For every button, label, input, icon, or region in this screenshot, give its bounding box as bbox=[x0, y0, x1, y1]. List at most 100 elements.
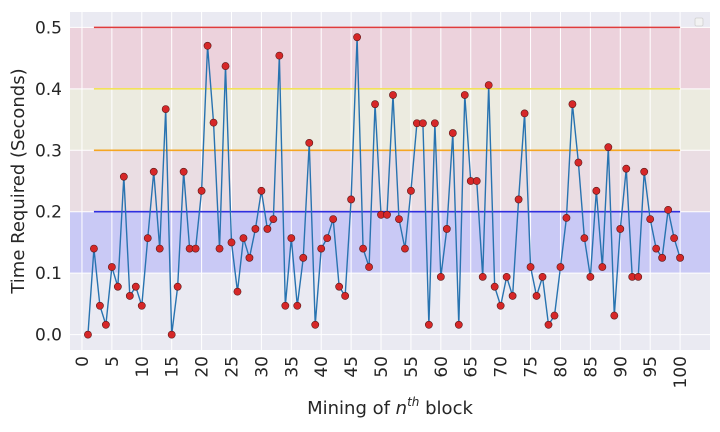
data-point bbox=[143, 234, 152, 243]
data-point bbox=[472, 177, 481, 185]
x-axis-label-suffix: block bbox=[419, 398, 473, 419]
data-point bbox=[227, 238, 236, 247]
data-point bbox=[664, 205, 673, 214]
x-tick-label-0: 0 bbox=[73, 356, 93, 367]
data-point bbox=[395, 215, 403, 224]
y-tick-label-1: 0.1 bbox=[35, 264, 62, 284]
data-point bbox=[335, 282, 344, 291]
data-point bbox=[454, 320, 463, 329]
data-point bbox=[604, 143, 613, 152]
data-point bbox=[580, 234, 589, 243]
data-point bbox=[442, 225, 451, 233]
data-point bbox=[233, 287, 242, 296]
data-point bbox=[490, 282, 499, 291]
data-point bbox=[131, 282, 140, 291]
data-point bbox=[430, 119, 439, 128]
data-point bbox=[341, 292, 350, 300]
x-tick-label-15: 75 bbox=[522, 356, 542, 378]
data-point bbox=[317, 244, 326, 253]
data-point bbox=[347, 195, 356, 204]
data-point bbox=[496, 301, 505, 310]
data-point bbox=[251, 225, 260, 233]
x-axis-label: Mining of nth block bbox=[307, 395, 473, 419]
data-point bbox=[167, 330, 176, 339]
data-point bbox=[460, 91, 469, 99]
data-point bbox=[616, 225, 625, 233]
data-point bbox=[634, 272, 643, 281]
data-point bbox=[329, 215, 338, 224]
data-point bbox=[149, 167, 158, 176]
data-point bbox=[520, 109, 529, 118]
data-point bbox=[239, 234, 248, 243]
data-point bbox=[161, 105, 170, 113]
data-point bbox=[191, 244, 200, 253]
legend-box bbox=[694, 17, 704, 27]
band-3 bbox=[70, 88, 710, 151]
data-point bbox=[287, 234, 296, 243]
data-point bbox=[305, 138, 314, 147]
data-point bbox=[562, 213, 571, 222]
data-point bbox=[275, 51, 284, 60]
data-point bbox=[311, 320, 320, 329]
data-point bbox=[113, 282, 122, 291]
data-point bbox=[257, 186, 266, 195]
data-point bbox=[418, 119, 427, 128]
data-point bbox=[544, 320, 553, 329]
data-point bbox=[245, 253, 254, 262]
x-tick-label-5: 25 bbox=[222, 356, 242, 378]
x-tick-label-20: 100 bbox=[671, 356, 691, 388]
x-tick-label-6: 30 bbox=[252, 356, 272, 378]
y-tick-label-5: 0.5 bbox=[35, 18, 62, 38]
data-point bbox=[107, 263, 116, 271]
x-tick-label-4: 20 bbox=[193, 356, 213, 378]
data-point bbox=[359, 244, 367, 253]
data-point bbox=[670, 234, 679, 243]
y-axis-label: Time Required (Seconds) bbox=[8, 68, 29, 294]
x-axis-label-sup: th bbox=[407, 395, 419, 409]
data-point bbox=[640, 167, 649, 176]
x-tick-label-10: 50 bbox=[372, 356, 392, 378]
data-point bbox=[484, 81, 493, 90]
band-1 bbox=[70, 211, 710, 274]
x-tick-label-9: 45 bbox=[342, 356, 362, 378]
data-point bbox=[424, 320, 433, 329]
data-point bbox=[155, 244, 164, 253]
y-tick-label-2: 0.2 bbox=[35, 203, 62, 223]
data-point bbox=[221, 62, 230, 70]
data-point bbox=[96, 301, 104, 310]
data-point bbox=[502, 272, 511, 281]
data-point bbox=[137, 301, 146, 310]
data-point bbox=[526, 263, 535, 271]
data-point bbox=[436, 272, 445, 281]
data-point bbox=[179, 167, 188, 176]
data-point bbox=[203, 41, 212, 50]
x-tick-label-13: 65 bbox=[462, 356, 482, 378]
x-tick-label-7: 35 bbox=[282, 356, 302, 378]
y-tick-labels: 0.0 0.1 0.2 0.3 0.4 0.5 bbox=[35, 18, 62, 345]
points-layer bbox=[84, 33, 684, 339]
data-point bbox=[568, 100, 577, 109]
data-point bbox=[532, 292, 541, 300]
data-point bbox=[538, 272, 547, 281]
x-tick-label-8: 40 bbox=[312, 356, 332, 378]
x-tick-labels: 0 5 10 15 20 25 30 35 40 45 50 55 60 65 70 75 80 85 90 95 10… bbox=[73, 356, 691, 388]
data-point bbox=[323, 234, 332, 243]
data-point bbox=[448, 129, 457, 137]
data-point bbox=[401, 244, 409, 253]
data-point bbox=[299, 253, 308, 262]
data-point bbox=[371, 100, 379, 109]
data-point bbox=[84, 330, 92, 339]
x-axis-label-n: n bbox=[396, 398, 407, 419]
data-point bbox=[592, 186, 601, 195]
data-point bbox=[125, 292, 134, 300]
data-point bbox=[293, 301, 302, 310]
x-tick-label-19: 95 bbox=[641, 356, 661, 378]
data-point bbox=[90, 244, 98, 253]
y-tick-label-3: 0.3 bbox=[35, 141, 62, 161]
y-tick-label-0: 0.0 bbox=[35, 326, 62, 346]
data-point bbox=[550, 311, 559, 320]
data-point bbox=[389, 91, 397, 99]
x-axis-label-prefix: Mining of bbox=[307, 398, 396, 419]
data-point bbox=[119, 172, 128, 181]
